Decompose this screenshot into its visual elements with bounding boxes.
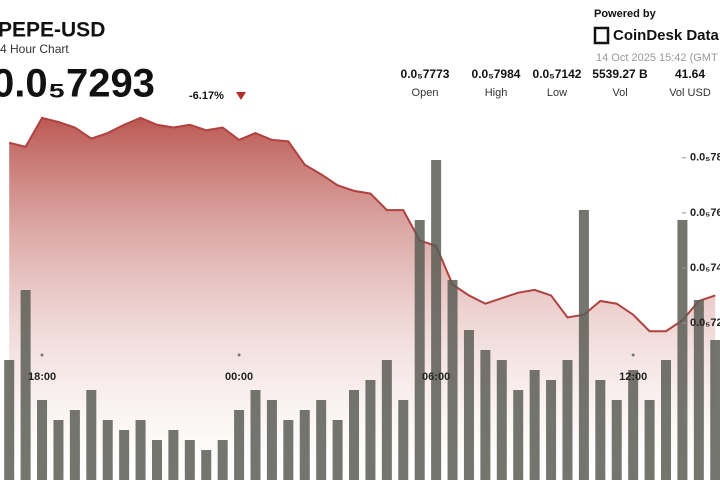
stat-label: High — [485, 87, 508, 99]
x-tick-label: 18:00 — [28, 371, 56, 383]
price-area — [9, 117, 716, 480]
stat-value: 5539.27 B — [592, 67, 648, 81]
plot — [4, 116, 720, 480]
down-arrow — [236, 92, 246, 100]
stat-value: 0.0₅7984 — [472, 67, 521, 81]
volume-bar — [4, 360, 15, 480]
volume-bar — [37, 400, 48, 480]
volume-bar — [86, 390, 97, 480]
chart-title: PEPE-USD — [0, 19, 105, 42]
volume-bar — [102, 420, 113, 480]
x-tick-label: 06:00 — [422, 371, 450, 383]
volume-bar — [184, 440, 195, 480]
x-tick-label: 00:00 — [225, 371, 253, 383]
x-tick — [40, 353, 44, 357]
volume-bar — [710, 340, 720, 480]
y-tick-label: 0.0₅72 — [690, 317, 720, 329]
brand: CoinDesk Data — [613, 27, 720, 44]
stat-value: 0.0₅7142 — [533, 67, 582, 81]
volume-bar — [595, 380, 606, 480]
brand-logo — [593, 26, 610, 45]
volume-bar — [447, 280, 458, 480]
volume-bar — [266, 400, 277, 480]
volume-bar — [677, 220, 688, 480]
volume-bar — [69, 410, 80, 480]
volume-bar — [119, 430, 130, 480]
volume-bar — [316, 400, 327, 480]
y-tick-label: 0.0₅74 — [690, 262, 720, 274]
x-tick — [237, 353, 241, 357]
volume-bar — [381, 360, 392, 480]
volume-bar — [349, 390, 360, 480]
volume-bar — [578, 210, 589, 480]
volume-bar — [53, 420, 64, 480]
volume-bar — [513, 390, 524, 480]
y-tick-label: 0.0₅76 — [690, 207, 720, 219]
volume-bar — [644, 400, 655, 480]
volume-bar — [628, 370, 639, 480]
volume-bar — [529, 370, 540, 480]
volume-bar — [332, 420, 343, 480]
volume-bar — [562, 360, 573, 480]
change: -6.17% — [189, 90, 224, 102]
volume-bar — [546, 380, 557, 480]
volume-bar — [201, 450, 212, 480]
volume-bar — [431, 160, 442, 480]
powered-by: Powered by — [594, 8, 657, 20]
y-tick-label: 0.0₅78 — [690, 152, 720, 164]
stat-value: 0.0₅7773 — [401, 67, 450, 81]
x-tick — [434, 353, 438, 357]
volume-bar — [463, 330, 474, 480]
volume-bar — [135, 420, 146, 480]
x-tick-label: 12:00 — [619, 371, 647, 383]
volume-bar — [168, 430, 179, 480]
volume-bar — [611, 400, 622, 480]
volume-bar — [217, 440, 228, 480]
volume-bar — [283, 420, 294, 480]
volume-bar — [414, 220, 425, 480]
stat-label: Vol — [612, 87, 627, 99]
volume-bar — [693, 300, 704, 480]
stat-label: Vol USD — [669, 87, 711, 99]
volume-bar — [496, 360, 507, 480]
volume-bar — [151, 440, 162, 480]
chart-subtitle: 4 Hour Chart — [0, 42, 69, 56]
volume-bar — [299, 410, 310, 480]
volume-bar — [398, 400, 409, 480]
volume-bar — [365, 380, 376, 480]
price-line — [8, 116, 716, 333]
volume-bar — [234, 410, 245, 480]
stat-value: 41.64 — [675, 67, 705, 81]
stat-label: Open — [412, 87, 439, 99]
volume-bar — [20, 290, 31, 480]
volume-bar — [480, 350, 491, 480]
timestamp: 14 Oct 2025 15:42 (GMT — [596, 52, 718, 64]
price: 0.0₅7293 — [0, 62, 155, 106]
stat-label: Low — [547, 87, 567, 99]
volume-bar — [661, 360, 671, 480]
x-tick — [631, 353, 635, 357]
volume-bar — [250, 390, 261, 480]
